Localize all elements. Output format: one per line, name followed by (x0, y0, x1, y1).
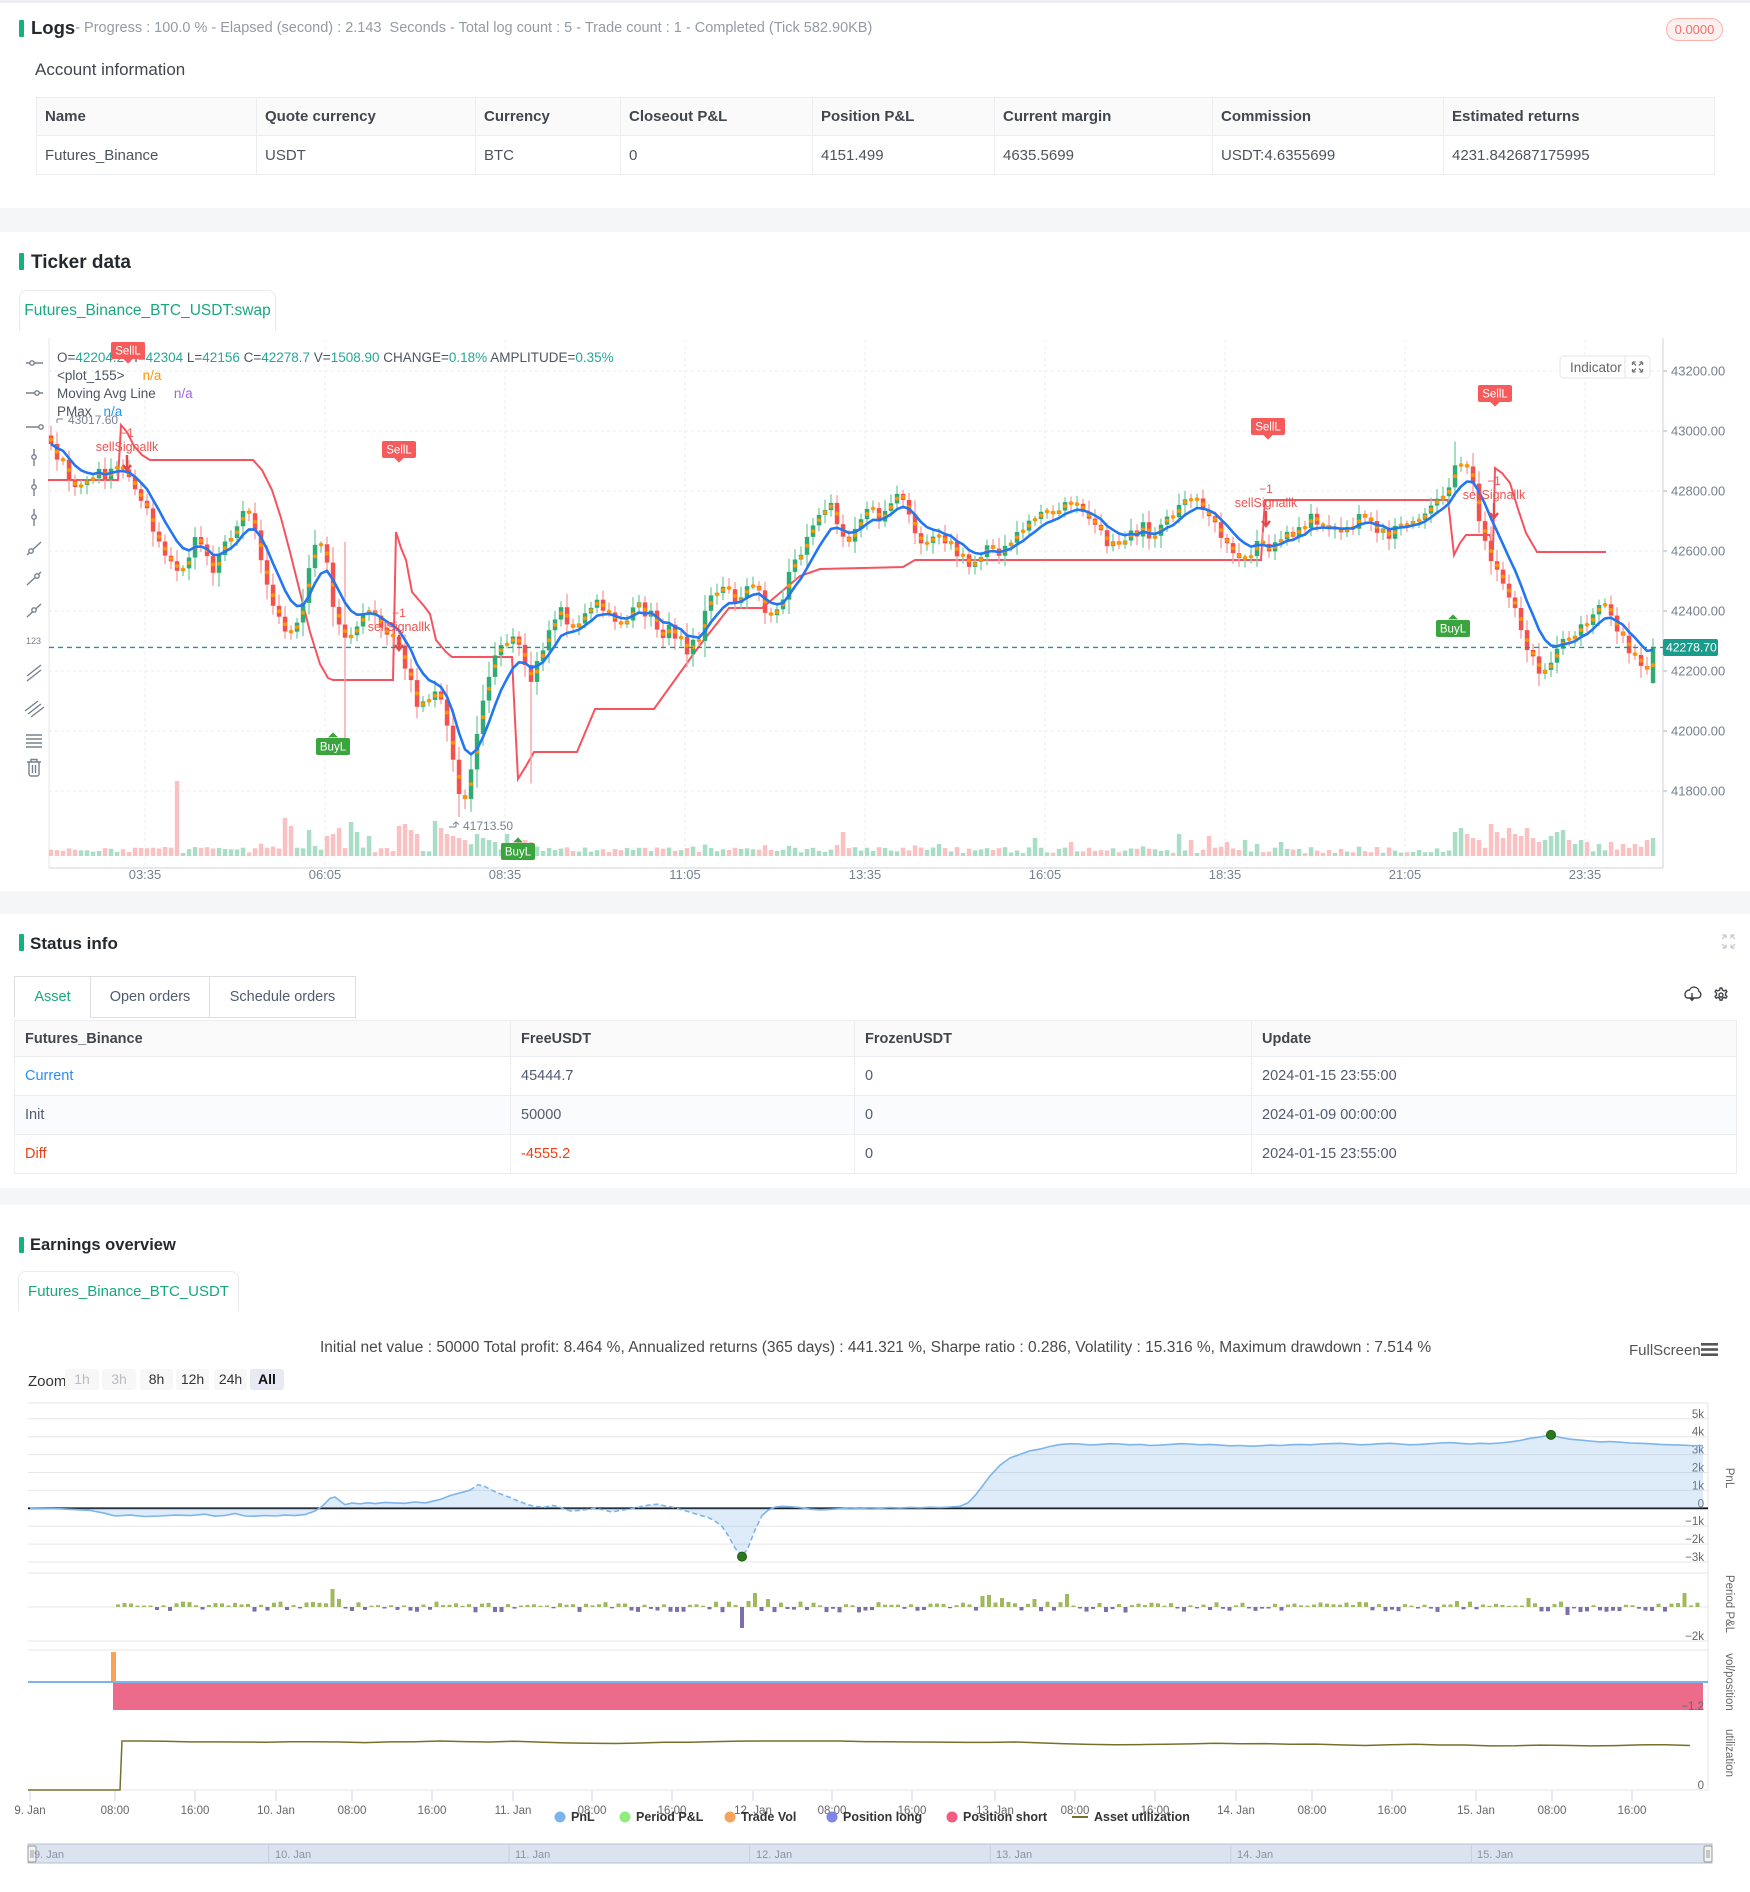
svg-text:14. Jan: 14. Jan (1237, 1849, 1273, 1861)
svg-text:vol/position: vol/position (1723, 1653, 1735, 1711)
svg-text:Period P&L: Period P&L (1723, 1575, 1735, 1634)
svg-text:SellL: SellL (386, 445, 412, 457)
svg-text:−1: −1 (392, 606, 406, 620)
svg-text:21:05: 21:05 (1389, 867, 1422, 882)
svg-text:4k: 4k (1692, 1427, 1704, 1439)
svg-text:5k: 5k (1692, 1409, 1704, 1421)
svg-text:3k: 3k (1692, 1445, 1704, 1457)
svg-text:15. Jan: 15. Jan (1457, 1805, 1495, 1817)
svg-text:sellSignallk: sellSignallk (1235, 496, 1298, 510)
svg-text:16:00: 16:00 (658, 1805, 687, 1817)
svg-text:42400.00: 42400.00 (1671, 604, 1725, 619)
svg-text:2k: 2k (1692, 1463, 1704, 1475)
svg-text:utilization: utilization (1723, 1729, 1735, 1777)
svg-text:BuyL: BuyL (1440, 624, 1467, 636)
svg-text:08:35: 08:35 (489, 867, 522, 882)
svg-text:03:35: 03:35 (129, 867, 162, 882)
svg-text:08:00: 08:00 (338, 1805, 367, 1817)
svg-text:13. Jan: 13. Jan (996, 1849, 1032, 1861)
svg-text:06:05: 06:05 (309, 867, 342, 882)
svg-text:0: 0 (1698, 1498, 1704, 1510)
svg-text:23:35: 23:35 (1569, 867, 1602, 882)
svg-text:−1k: −1k (1685, 1516, 1704, 1528)
svg-text:08:00: 08:00 (1538, 1805, 1567, 1817)
svg-text:0: 0 (1698, 1780, 1704, 1792)
svg-text:Indicator: Indicator (1570, 360, 1622, 375)
svg-text:42278.70: 42278.70 (1666, 641, 1717, 655)
svg-text:08:00: 08:00 (1061, 1805, 1090, 1817)
svg-text:−1: −1 (1487, 474, 1501, 488)
svg-text:42000.00: 42000.00 (1671, 724, 1725, 739)
svg-text:08:00: 08:00 (1298, 1805, 1327, 1817)
svg-text:16:00: 16:00 (1141, 1805, 1170, 1817)
svg-text:9. Jan: 9. Jan (34, 1849, 64, 1861)
svg-text:42600.00: 42600.00 (1671, 544, 1725, 559)
svg-text:13. Jan: 13. Jan (976, 1805, 1014, 1817)
svg-text:16:00: 16:00 (898, 1805, 927, 1817)
svg-text:11:05: 11:05 (669, 867, 701, 882)
svg-text:sellSignallk: sellSignallk (1463, 488, 1526, 502)
svg-text:PnL: PnL (571, 1810, 595, 1824)
svg-text:11. Jan: 11. Jan (515, 1849, 550, 1861)
svg-text:10. Jan: 10. Jan (275, 1849, 311, 1861)
svg-text:Trade Vol: Trade Vol (741, 1810, 796, 1824)
svg-text:18:35: 18:35 (1209, 867, 1242, 882)
svg-text:−2k: −2k (1685, 1534, 1704, 1546)
svg-text:sellSignallk: sellSignallk (368, 620, 431, 634)
svg-text:9. Jan: 9. Jan (14, 1805, 45, 1817)
svg-text:−3k: −3k (1685, 1552, 1704, 1564)
svg-text:−1.2: −1.2 (1681, 1701, 1704, 1713)
svg-text:43200.00: 43200.00 (1671, 364, 1725, 379)
svg-text:16:00: 16:00 (1378, 1805, 1407, 1817)
svg-text:SellL: SellL (115, 346, 141, 358)
svg-text:16:00: 16:00 (418, 1805, 447, 1817)
svg-text:BuyL: BuyL (505, 847, 532, 859)
svg-text:PnL: PnL (1723, 1468, 1735, 1489)
svg-text:43017.60: 43017.60 (68, 413, 118, 427)
svg-text:O=42204.2 H=42304 L=42156 C=42: O=42204.2 H=42304 L=42156 C=42278.7 V=15… (57, 350, 614, 365)
svg-text:SellL: SellL (1482, 389, 1508, 401)
svg-text:BuyL: BuyL (320, 742, 347, 754)
svg-text:Position short: Position short (963, 1810, 1048, 1824)
svg-text:123: 123 (26, 636, 41, 646)
svg-text:−1: −1 (1259, 482, 1273, 496)
svg-text:sellSignallk: sellSignallk (96, 440, 159, 454)
svg-text:−2k: −2k (1685, 1631, 1704, 1643)
svg-text:10. Jan: 10. Jan (257, 1805, 295, 1817)
svg-text:43000.00: 43000.00 (1671, 424, 1725, 439)
svg-text:41713.50: 41713.50 (463, 819, 513, 833)
svg-text:08:00: 08:00 (818, 1805, 847, 1817)
svg-text:13:35: 13:35 (849, 867, 882, 882)
svg-text:12. Jan: 12. Jan (734, 1805, 772, 1817)
svg-text:41800.00: 41800.00 (1671, 784, 1725, 799)
svg-text:08:00: 08:00 (101, 1805, 130, 1817)
svg-text:16:00: 16:00 (1618, 1805, 1647, 1817)
svg-text:<plot_155>n/a: <plot_155> n/a (57, 368, 162, 383)
svg-text:11. Jan: 11. Jan (495, 1805, 532, 1817)
svg-text:15. Jan: 15. Jan (1477, 1849, 1513, 1861)
svg-text:08:00: 08:00 (578, 1805, 607, 1817)
svg-text:42200.00: 42200.00 (1671, 664, 1725, 679)
svg-text:1k: 1k (1692, 1480, 1704, 1492)
svg-text:16:05: 16:05 (1029, 867, 1062, 882)
svg-text:−1: −1 (120, 426, 134, 440)
svg-text:Period P&L: Period P&L (636, 1810, 704, 1824)
svg-text:14. Jan: 14. Jan (1217, 1805, 1255, 1817)
svg-text:SellL: SellL (1255, 422, 1281, 434)
svg-text:Position long: Position long (843, 1810, 922, 1824)
svg-text:12. Jan: 12. Jan (756, 1849, 792, 1861)
svg-text:Asset utilization: Asset utilization (1094, 1810, 1190, 1824)
svg-text:16:00: 16:00 (181, 1805, 210, 1817)
svg-text:42800.00: 42800.00 (1671, 484, 1725, 499)
